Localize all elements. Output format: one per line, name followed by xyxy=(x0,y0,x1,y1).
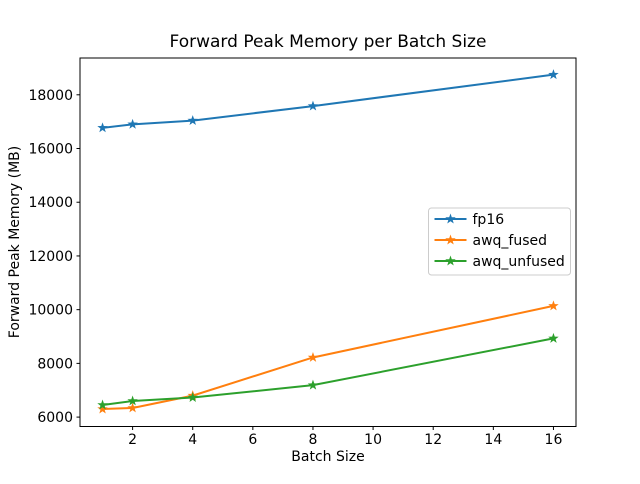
legend-star-awq_fused xyxy=(445,234,456,245)
x-axis-ticks: 2 4 6 8 10 12 14 16 xyxy=(128,426,563,448)
x-tick-label: 4 xyxy=(188,432,197,448)
series-awq_fused xyxy=(97,300,559,414)
data-point-star-awq_unfused-b16 xyxy=(548,332,559,343)
series-line-fp16 xyxy=(101,73,555,129)
x-tick-label: 14 xyxy=(484,432,502,448)
legend-label-awq_fused: awq_fused xyxy=(473,233,548,249)
data-point-star-awq_unfused-b1 xyxy=(97,399,108,410)
series-line-awq_fused xyxy=(101,304,555,411)
plot-border xyxy=(79,57,577,427)
y-axis-label: Forward Peak Memory (MB) xyxy=(7,146,23,338)
y-axis-ticks: 6000 8000 10000 12000 14000 16000 18000 xyxy=(28,88,80,426)
y-tick-label: 6000 xyxy=(37,410,73,426)
data-point-star-fp16-b8 xyxy=(307,100,319,111)
legend-star-fp16 xyxy=(445,213,456,224)
data-point-star-awq_fused-b8 xyxy=(307,351,319,362)
data-point-star-fp16-b2 xyxy=(127,118,138,129)
data-point-star-awq_fused-b2 xyxy=(127,402,138,413)
series-line-awq_unfused xyxy=(101,337,555,407)
data-point-star-fp16-b1 xyxy=(97,122,108,133)
y-tick-label: 14000 xyxy=(28,195,73,211)
legend-label-awq_unfused: awq_unfused xyxy=(473,254,565,270)
series-awq_unfused xyxy=(97,332,559,410)
legend: fp16 awq_fused awq_unfused xyxy=(428,207,571,276)
data-point-star-awq_fused-b16 xyxy=(548,300,559,311)
x-tick-label: 16 xyxy=(545,432,563,448)
y-tick-label: 8000 xyxy=(37,356,73,372)
x-tick-label: 6 xyxy=(248,432,257,448)
data-point-star-fp16-b4 xyxy=(187,115,198,126)
y-tick-label: 10000 xyxy=(28,303,73,319)
legend-box xyxy=(428,207,571,276)
chart-title: Forward Peak Memory per Batch Size xyxy=(170,32,487,52)
y-tick-label: 16000 xyxy=(28,142,73,158)
plot-area: 2 4 6 8 10 12 14 16 6000 8000 10000 12000 14000 16000… xyxy=(28,57,577,448)
data-point-star-awq_unfused-b4 xyxy=(187,391,198,402)
data-point-star-fp16-b16 xyxy=(548,69,559,80)
legend-entry-awq_fused: awq_fused xyxy=(434,233,548,249)
legend-entry-fp16: fp16 xyxy=(434,212,505,228)
data-point-star-awq_unfused-b8 xyxy=(307,379,319,390)
legend-label-fp16: fp16 xyxy=(473,212,505,228)
series-fp16 xyxy=(97,69,559,133)
data-point-star-awq_fused-b1 xyxy=(97,403,108,414)
legend-entry-awq_unfused: awq_unfused xyxy=(434,254,565,270)
data-point-star-awq_unfused-b2 xyxy=(127,395,138,406)
x-tick-label: 10 xyxy=(364,432,382,448)
x-tick-label: 8 xyxy=(309,432,318,448)
legend-star-awq_unfused xyxy=(445,255,456,266)
x-tick-label: 2 xyxy=(128,432,137,448)
y-tick-label: 18000 xyxy=(28,88,73,104)
x-axis-label: Batch Size xyxy=(291,449,364,465)
y-tick-label: 12000 xyxy=(28,249,73,265)
x-tick-label: 12 xyxy=(424,432,442,448)
